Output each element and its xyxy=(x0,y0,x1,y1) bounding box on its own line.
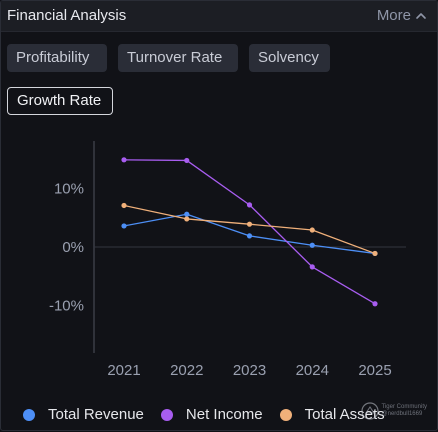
y-tick-label: 0% xyxy=(62,239,84,256)
tab-solvency[interactable]: Solvency xyxy=(249,44,330,72)
data-point-total-assets xyxy=(184,216,190,222)
legend-total-assets[interactable]: Total Assets xyxy=(279,406,385,423)
legend-label-total-assets: Total Assets xyxy=(304,406,385,423)
more-label: More xyxy=(376,7,411,24)
data-point-total-revenue xyxy=(309,242,315,248)
legend-dot-total-assets xyxy=(279,408,292,421)
watermark-line-2: @nerdbull1669 xyxy=(381,411,423,417)
watermark-text: Tiger Community @nerdbull1669 xyxy=(382,404,427,418)
more-button[interactable]: More xyxy=(377,7,427,24)
x-tick-label: 2022 xyxy=(170,362,203,379)
tiger-logo-icon xyxy=(360,402,379,420)
legend-dot-net-income xyxy=(160,408,173,421)
data-point-total-revenue xyxy=(121,223,127,229)
data-point-total-assets xyxy=(121,202,127,209)
data-point-total-assets xyxy=(246,221,253,227)
data-point-total-assets xyxy=(372,250,378,257)
data-point-net-income xyxy=(372,301,378,307)
legend-label-net-income: Net Income xyxy=(185,406,263,423)
panel-title: Financial Analysis xyxy=(7,7,127,24)
legend-net-income[interactable]: Net Income xyxy=(160,406,263,423)
data-point-net-income xyxy=(246,202,253,208)
x-tick-label: 2021 xyxy=(107,362,140,379)
chevron-up-icon xyxy=(416,12,426,19)
tab-turnover-rate[interactable]: Turnover Rate xyxy=(118,44,238,72)
tab-profitability[interactable]: Profitability xyxy=(7,44,107,72)
tab-growth-rate[interactable]: Growth Rate xyxy=(7,87,113,115)
data-point-total-revenue xyxy=(184,211,190,217)
legend-total-revenue[interactable]: Total Revenue xyxy=(23,406,144,423)
y-tick-label: -10% xyxy=(49,298,84,315)
series-line-net-income xyxy=(123,159,376,305)
data-point-total-revenue xyxy=(246,233,253,239)
chart-legend: Total Revenue Net Income Total Assets xyxy=(23,406,402,423)
x-tick-label: 2025 xyxy=(358,362,391,379)
data-point-net-income xyxy=(309,264,315,270)
data-point-net-income xyxy=(121,157,127,163)
y-tick-label: 10% xyxy=(54,181,84,198)
legend-label-total-revenue: Total Revenue xyxy=(48,406,144,423)
data-point-total-assets xyxy=(309,227,315,233)
x-tick-label: 2024 xyxy=(296,362,329,379)
legend-dot-total-revenue xyxy=(23,408,35,421)
series-line-total-assets xyxy=(123,204,376,255)
x-tick-label: 2023 xyxy=(233,362,266,379)
panel-header: Financial Analysis More xyxy=(1,1,437,32)
watermark-line-1: Tiger Community xyxy=(381,404,427,410)
data-point-net-income xyxy=(184,157,190,164)
watermark: Tiger Community @nerdbull1669 xyxy=(360,401,427,421)
